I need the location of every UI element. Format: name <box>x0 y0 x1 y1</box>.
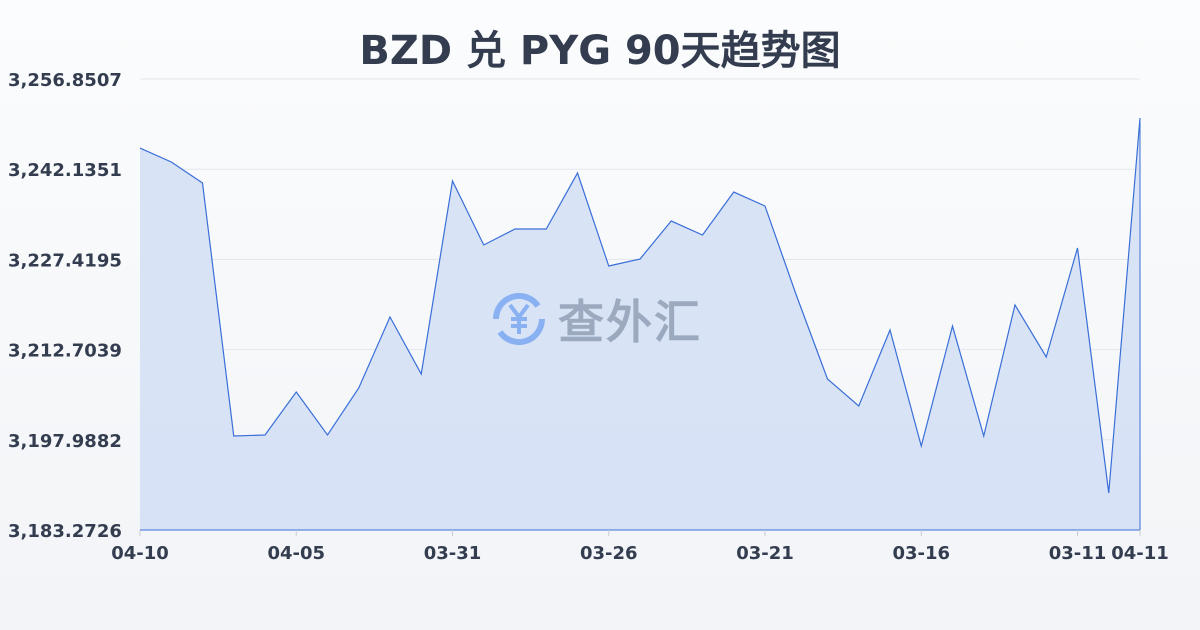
y-tick-label: 3,212.7039 <box>8 341 122 362</box>
x-tick-label: 04-05 <box>267 543 325 564</box>
chart-title: BZD 兑 PYG 90天趋势图 <box>359 28 841 74</box>
x-tick-label: 03-11 <box>1049 543 1107 564</box>
y-tick-label: 3,183.2726 <box>8 521 122 542</box>
y-tick-label: 3,227.4195 <box>8 250 122 271</box>
watermark-text: 查外汇 <box>558 295 702 349</box>
x-tick-label: 04-11 <box>1111 543 1169 564</box>
x-tick-label: 03-26 <box>580 543 638 564</box>
x-tick-label: 03-31 <box>424 543 482 564</box>
yuan-exchange-icon <box>492 292 546 346</box>
y-tick-label: 3,242.1351 <box>8 160 122 181</box>
area-fill <box>140 117 1140 531</box>
watermark-logo: 查外汇 <box>488 286 702 352</box>
x-tick-label: 03-21 <box>736 543 794 564</box>
x-tick-label: 03-16 <box>892 543 950 564</box>
y-tick-label: 3,197.9882 <box>8 431 122 452</box>
x-tick-label: 04-10 <box>111 543 169 564</box>
y-tick-label: 3,256.8507 <box>8 70 122 91</box>
